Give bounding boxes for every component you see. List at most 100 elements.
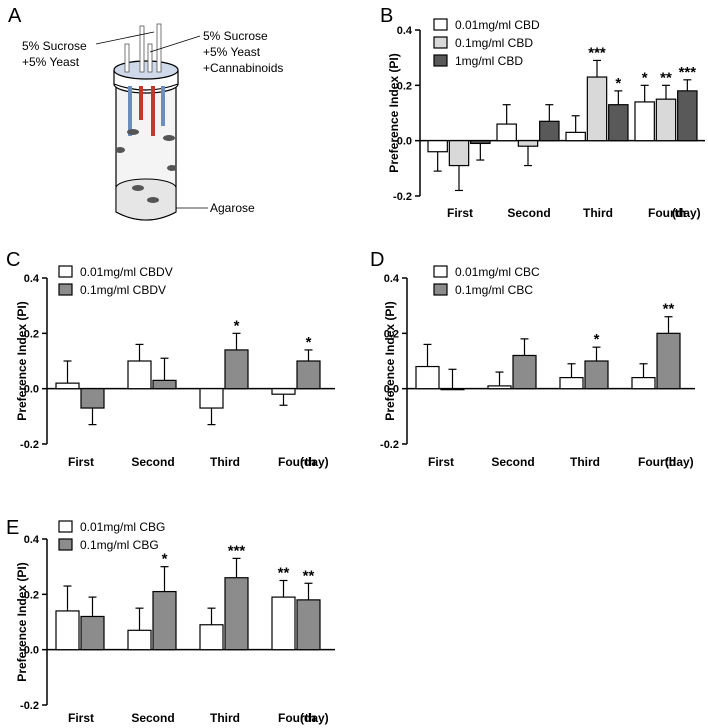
category-label: First [68,455,94,469]
y-tick-label: 0.4 [397,25,413,37]
bar [80,615,105,651]
y-tick-label: 0.2 [24,589,39,601]
legend-swatch [58,538,73,551]
legend-swatch [433,283,448,296]
label-control-line1: 5% Sucrose [22,39,87,53]
label-agarose: Agarose [210,201,255,215]
category-label: Second [507,206,550,220]
bar [559,377,584,390]
category-label: First [68,711,94,725]
panel-a: A [8,5,283,221]
bar [427,140,448,153]
bar [55,610,80,651]
legend-label: 0.1mg/ml CBD [455,36,533,50]
panel-letter: E [6,517,19,539]
bar [565,131,586,142]
bar [584,360,609,390]
significance-marker: ** [660,69,672,86]
y-tick-label: 0.0 [397,136,412,148]
category-label: Third [210,455,240,469]
legend-swatch [58,265,73,278]
bar [631,377,656,390]
category-label: Second [131,711,174,725]
category-label: Second [491,455,534,469]
bar [496,123,517,142]
category-label: Second [131,455,174,469]
significance-marker: *** [588,44,606,61]
chart-panel-e: E 0.4 0.2 0.0 -0.2 Preference Index (PI) First… [6,517,335,725]
category-label: Fourth [278,711,316,725]
label-treatment-line3: +Cannabinoids [203,61,283,75]
leader-line-left [95,31,155,45]
capillary-top-1 [139,25,145,73]
significance-marker: * [234,317,240,334]
category-label: Third [583,206,613,220]
legend-label: 0.1mg/ml CBC [455,283,533,297]
bar [224,349,249,390]
fly-icon [115,147,125,153]
label-treatment-line1: 5% Sucrose [203,29,268,43]
y-tick-label: 0.4 [24,273,40,285]
fly-icon [147,197,159,203]
label-control-line2: +5% Yeast [22,55,80,69]
bar [271,596,296,651]
significance-marker: *** [679,64,697,81]
significance-marker: *** [228,542,246,559]
y-tick-label: 0.2 [24,328,39,340]
fly-icon [127,129,139,135]
bar [415,365,440,390]
category-label: Third [210,711,240,725]
y-tick-label: -0.2 [20,439,39,451]
legend-label: 0.01mg/ml CBD [455,18,540,32]
significance-marker: * [615,75,621,92]
y-tick-label: 0.0 [24,384,39,396]
bar [152,379,177,390]
capillary-top-4 [147,43,153,73]
vial-cap-top [113,60,179,80]
category-label: First [428,455,454,469]
legend-swatch [58,520,73,533]
leader-line-right [149,35,201,53]
capillary-red-right [151,86,155,136]
y-tick-label: 0.4 [384,273,400,285]
capillary-blue-right [161,86,165,126]
y-tick-label: 0.2 [384,328,399,340]
panel-letter: B [380,5,393,27]
vial-diagram [95,23,208,221]
bar [656,332,681,390]
capillary-red-left [139,86,143,120]
y-tick-label: 0.4 [24,534,40,546]
category-label: Fourth [278,455,316,469]
legend-swatch [433,265,448,278]
chart-panel-c: C 0.4 0.2 0.0 -0.2 Preference Index (PI) First… [6,249,335,469]
bar [512,354,537,390]
bar [586,76,608,142]
chart-panel-d: D0.4 0.2 0.0 -0.2 Preference Index (PI) First… [370,249,695,469]
label-treatment-line2: +5% Yeast [203,45,261,59]
significance-marker: ** [303,567,315,584]
legend-swatch [433,54,448,67]
legend-label: 0.1mg/ml CBDV [80,283,166,297]
bar [271,388,296,395]
bar [677,90,698,142]
panel-a-letter: A [8,5,22,27]
significance-marker: * [306,334,312,351]
capillary-blue-left [128,86,132,136]
x-unit-label: (day) [300,711,329,725]
bar [152,590,177,651]
x-unit-label: (day) [672,206,701,220]
bar [655,98,677,142]
bar [539,120,560,142]
bar [127,629,152,651]
x-unit-label: (day) [300,455,329,469]
legend-label: 0.01mg/ml CBG [80,520,165,534]
bar [80,388,105,409]
agarose-body [115,188,177,221]
legend-label: 1mg/ml CBD [455,54,523,68]
bar [448,140,470,167]
fly-icon [167,165,177,171]
x-unit-label: (day) [665,455,694,469]
category-label: Fourth [638,455,676,469]
legend-label: 0.01mg/ml CBDV [80,265,173,279]
